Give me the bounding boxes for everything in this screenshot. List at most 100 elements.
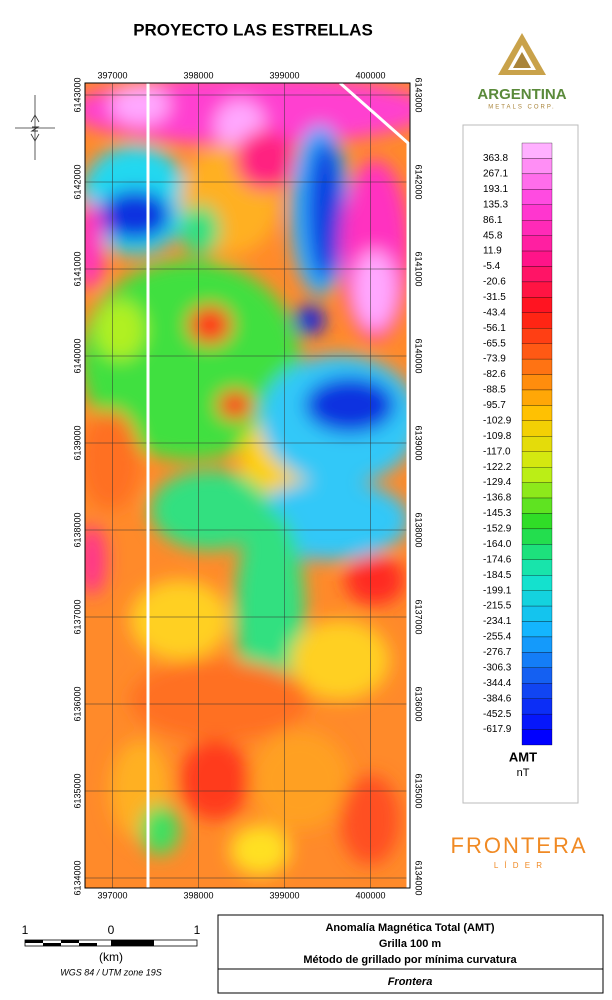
legend-label: -184.5 (483, 570, 512, 581)
scale-unit: (km) (99, 950, 123, 964)
scale-label: 0 (108, 923, 115, 937)
legend-label: -5.4 (483, 261, 501, 272)
x-tick-label: 397000 (97, 890, 127, 900)
legend-label: 363.8 (483, 153, 508, 164)
legend-label: -215.5 (483, 601, 512, 612)
x-tick-label: 398000 (183, 890, 213, 900)
argentina-sub: METALS CORP. (488, 105, 555, 111)
legend-label: -102.9 (483, 415, 512, 426)
legend-swatch (521, 528, 553, 545)
legend-label: -31.5 (483, 292, 506, 303)
legend-swatch (521, 698, 553, 715)
legend-swatch (521, 281, 553, 298)
legend-label: -73.9 (483, 354, 506, 365)
legend-swatch (521, 173, 553, 190)
anomaly-map (85, 83, 410, 888)
legend-label: -56.1 (483, 323, 506, 334)
legend-swatch (521, 389, 553, 406)
legend-swatch (521, 436, 553, 452)
legend-label: -384.6 (483, 693, 512, 704)
y-tick-label: 6140000 (72, 338, 82, 373)
legend-label: -255.4 (483, 632, 512, 643)
scale-label: 1 (22, 923, 29, 937)
legend-swatch (521, 729, 553, 746)
legend-swatch (521, 497, 553, 514)
legend-label: 193.1 (483, 184, 508, 195)
legend-label: -452.5 (483, 709, 512, 720)
legend-label: -344.4 (483, 678, 512, 689)
legend-label: -174.6 (483, 554, 512, 565)
legend-swatch (521, 297, 553, 313)
datum: WGS 84 / UTM zone 19S (60, 967, 162, 977)
legend-label: -617.9 (483, 724, 512, 735)
legend-label: -88.5 (483, 385, 506, 396)
legend-swatch (521, 451, 553, 468)
legend-swatch (521, 266, 553, 283)
legend-label: -152.9 (483, 524, 512, 535)
frontera-sub: L Í D E R (494, 861, 544, 870)
argentina-logo: ARGENTINA METALS CORP. (477, 33, 567, 111)
x-tick-label: 397000 (97, 70, 127, 80)
legend-swatch (521, 142, 553, 159)
frontera-name: FRONTERA (451, 833, 588, 858)
legend-swatch (521, 235, 553, 252)
legend-label: 11.9 (483, 246, 502, 257)
legend-swatch (521, 158, 553, 175)
y-tick-label: 6134000 (414, 860, 424, 895)
legend-label: -20.6 (483, 277, 506, 288)
legend-swatch (521, 713, 553, 730)
legend-label: -95.7 (483, 400, 506, 411)
legend-swatch (521, 605, 553, 622)
legend-label: -199.1 (483, 585, 512, 596)
map-frame (84, 82, 411, 889)
legend-swatch (521, 652, 553, 668)
legend-label: -117.0 (483, 446, 511, 457)
legend-swatch (521, 312, 553, 329)
x-tick-label: 398000 (183, 70, 213, 80)
legend-label: 267.1 (483, 169, 508, 180)
y-tick-label: 6143000 (72, 77, 82, 112)
y-tick-label: 6139000 (414, 425, 424, 460)
legend-swatch (521, 513, 553, 530)
x-tick-label: 399000 (269, 70, 299, 80)
info-footer: Frontera (388, 976, 433, 988)
legend-label: -43.4 (483, 307, 506, 318)
legend-label: -129.4 (483, 477, 512, 488)
legend-label: -82.6 (483, 369, 506, 380)
legend-swatch (521, 683, 553, 699)
y-tick-label: 6142000 (72, 164, 82, 199)
legend-box (462, 124, 579, 804)
y-tick-label: 6136000 (72, 686, 82, 721)
y-tick-label: 6136000 (414, 686, 424, 721)
legend-swatch (521, 544, 553, 560)
legend-label: -306.3 (483, 662, 512, 673)
legend-swatch (521, 636, 553, 653)
title: PROYECTO LAS ESTRELLAS (133, 20, 373, 39)
y-tick-label: 6142000 (414, 164, 424, 199)
y-tick-label: 6137000 (72, 599, 82, 634)
legend-unit: nT (517, 767, 530, 779)
legend-swatch (521, 358, 553, 375)
info-line: Grilla 100 m (379, 938, 442, 950)
legend-swatch (521, 467, 553, 483)
north-arrow (15, 95, 55, 160)
legend-swatch (521, 621, 553, 638)
legend-swatch (521, 420, 553, 437)
scale-label: 1 (194, 923, 201, 937)
x-tick-label: 400000 (355, 890, 385, 900)
legend-swatch (521, 667, 553, 684)
legend-swatch (521, 482, 553, 499)
legend-label: -276.7 (483, 647, 512, 658)
x-tick-label: 400000 (355, 70, 385, 80)
y-tick-label: 6138000 (414, 512, 424, 547)
y-tick-label: 6143000 (414, 77, 424, 112)
legend-swatch (521, 328, 553, 344)
y-tick-label: 6138000 (72, 512, 82, 547)
legend-swatch (521, 204, 553, 221)
legend-title: AMT (509, 749, 537, 764)
legend-label: -234.1 (483, 616, 512, 627)
y-tick-label: 6137000 (414, 599, 424, 634)
y-tick-label: 6141000 (72, 251, 82, 286)
legend-swatch (521, 590, 553, 607)
